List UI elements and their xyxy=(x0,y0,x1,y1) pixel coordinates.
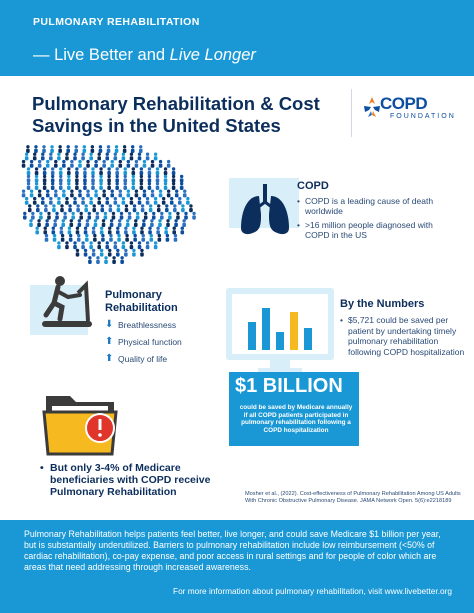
rehab-section: Pulmonary Rehabilitation ⬇ Breathlessness… xyxy=(20,275,200,375)
arrow-up-icon: ⬆ xyxy=(105,353,114,364)
title-divider xyxy=(351,89,352,137)
citation: Mosher et al., (2022). Cost-effectivenes… xyxy=(245,491,461,504)
tagline-italic: Live Longer xyxy=(169,46,256,64)
rehab-item: ⬆ Quality of life xyxy=(105,353,182,371)
rehab-title: Pulmonary Rehabilitation xyxy=(105,289,178,314)
lungs-icon xyxy=(241,184,289,235)
footer-link[interactable]: For more information about pulmonary reh… xyxy=(173,586,452,596)
arrow-down-icon: ⬇ xyxy=(105,319,114,330)
rehab-list: ⬇ Breathlessness ⬆ Physical function ⬆ Qual… xyxy=(105,319,182,371)
page-title: Pulmonary Rehabilitation & Cost Savings … xyxy=(32,93,332,137)
numbers-list: $5,721 could be saved per patient by und… xyxy=(340,315,470,357)
treadmill-icon xyxy=(42,276,92,327)
billion-callout: $1 BILLION could be saved by Medicare an… xyxy=(229,372,359,446)
header-tagline: — Live Better and Live Longer xyxy=(33,46,256,65)
copd-bullet-1: COPD is a leading cause of death worldwi… xyxy=(297,196,447,216)
monitor-bar-chart-icon xyxy=(226,288,334,372)
copd-title: COPD xyxy=(297,180,329,192)
title-line-1: Pulmonary Rehabilitation & Cost xyxy=(32,93,320,114)
rehab-item: ⬇ Breathlessness xyxy=(105,319,182,337)
title-panel: Pulmonary Rehabilitation & Cost Savings … xyxy=(10,83,466,145)
billion-text: could be saved by Medicare annually if a… xyxy=(239,404,353,434)
billion-amount: $1 BILLION xyxy=(235,375,343,397)
header-kicker: PULMONARY REHABILITATION xyxy=(33,16,200,28)
footer-banner: Pulmonary Rehabilitation helps patients … xyxy=(0,520,474,613)
header-banner: PULMONARY REHABILITATION — Live Better a… xyxy=(0,0,474,76)
title-line-2: Savings in the United States xyxy=(32,115,281,136)
numbers-section: By the Numbers $5,721 could be saved per… xyxy=(340,298,470,357)
numbers-title: By the Numbers xyxy=(340,298,425,310)
arrow-up-icon: ⬆ xyxy=(105,336,114,347)
rehab-item-label: Physical function xyxy=(118,337,182,347)
copd-section: COPD COPD is a leading cause of death wo… xyxy=(229,178,464,268)
logo-name: COPD xyxy=(380,94,428,113)
medicare-statement: But only 3-4% of Medicare beneficiaries … xyxy=(40,462,230,498)
copd-foundation-logo: COPD FOUNDATION xyxy=(362,93,458,129)
rehab-item: ⬆ Physical function xyxy=(105,336,182,354)
rehab-item-label: Breathlessness xyxy=(118,320,177,330)
copd-bullet-2: >16 million people diagnosed with COPD i… xyxy=(297,220,447,240)
folder-alert-icon xyxy=(42,396,118,456)
usa-people-map-icon xyxy=(21,145,196,264)
copd-bullets: COPD is a leading cause of death worldwi… xyxy=(297,196,447,244)
rehab-item-label: Quality of life xyxy=(118,354,168,364)
tagline-prefix: — Live Better and xyxy=(33,46,170,64)
footer-body: Pulmonary Rehabilitation helps patients … xyxy=(24,529,441,572)
copd-foundation-logo-icon xyxy=(364,97,380,117)
logo-sub: FOUNDATION xyxy=(390,113,456,120)
numbers-bullet: $5,721 could be saved per patient by und… xyxy=(340,315,470,357)
